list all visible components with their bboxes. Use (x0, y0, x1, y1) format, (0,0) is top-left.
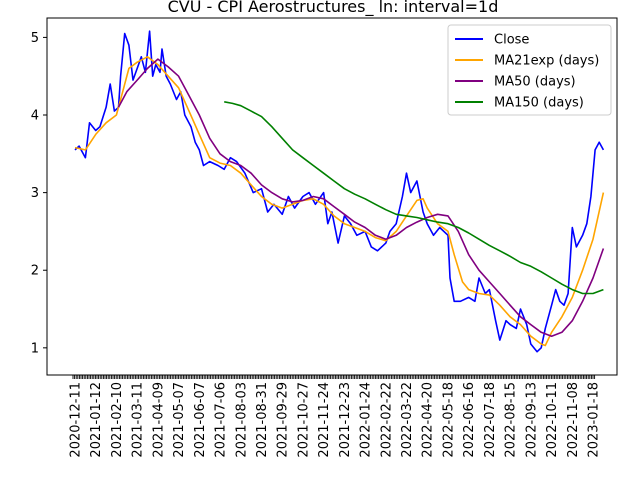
x-tick-label-16: 2022-03-22 (400, 382, 415, 458)
series-line-3 (224, 101, 604, 295)
x-tick-label-14: 2022-01-24 (359, 382, 374, 458)
legend-label-3: MA150 (days) (494, 96, 584, 111)
x-tick-label-21: 2022-08-15 (504, 382, 519, 458)
x-tick-label-23: 2022-10-11 (545, 382, 560, 458)
x-tick-label-3: 2021-03-11 (131, 382, 146, 458)
y-tick-label-3: 4 (31, 109, 39, 124)
x-tick-band (72, 375, 596, 379)
legend-label-1: MA21exp (days) (494, 54, 599, 69)
x-tick-label-12: 2021-11-24 (317, 382, 332, 458)
x-tick-label-2: 2021-02-10 (110, 382, 125, 458)
x-tick-label-15: 2022-02-22 (379, 382, 394, 458)
lines-layer (74, 30, 605, 353)
y-tick-label-0: 1 (31, 341, 39, 356)
x-tick-label-17: 2022-04-20 (421, 382, 436, 458)
series-line-2 (117, 58, 605, 337)
x-tick-label-24: 2022-11-08 (566, 382, 581, 458)
x-tick-label-5: 2021-05-07 (172, 382, 187, 458)
legend: Close MA21exp (days) MA50 (days) MA150 (day… (447, 24, 612, 116)
legend-label-0: Close (494, 33, 529, 48)
chart-title: CVU - CPI Aerostructures_ ln: interval=1… (168, 0, 499, 17)
x-tick-label-10: 2021-09-29 (276, 382, 291, 458)
y-tick-label-2: 3 (31, 186, 39, 201)
y-tick-label-1: 2 (31, 264, 39, 279)
x-tick-label-8: 2021-08-03 (234, 382, 249, 458)
x-tick-label-13: 2021-12-23 (338, 382, 353, 458)
x-tick-label-7: 2021-07-06 (214, 382, 229, 458)
series-line-0 (74, 30, 605, 353)
y-axis: 1 2 3 4 5 (31, 31, 47, 356)
x-tick-label-22: 2022-09-13 (524, 382, 539, 458)
x-tick-label-18: 2022-05-18 (442, 382, 457, 458)
x-tick-label-25: 2023-01-18 (587, 382, 602, 458)
x-axis: 2020-12-11 2021-01-12 2021-02-10 2021-03-11… (69, 375, 602, 458)
y-tick-label-4: 5 (31, 31, 39, 46)
legend-label-2: MA50 (days) (494, 75, 576, 90)
x-tick-label-6: 2021-06-07 (193, 382, 208, 458)
series-line-1 (74, 56, 605, 347)
x-tick-label-1: 2021-01-12 (89, 382, 104, 458)
x-tick-label-4: 2021-04-09 (151, 382, 166, 458)
x-tick-label-20: 2022-07-18 (483, 382, 498, 458)
x-tick-label-9: 2021-08-31 (255, 382, 270, 458)
x-tick-label-11: 2021-10-27 (296, 382, 311, 458)
x-tick-label-19: 2022-06-16 (462, 382, 477, 458)
x-tick-label-0: 2020-12-11 (69, 382, 84, 458)
legend-box (447, 24, 612, 116)
